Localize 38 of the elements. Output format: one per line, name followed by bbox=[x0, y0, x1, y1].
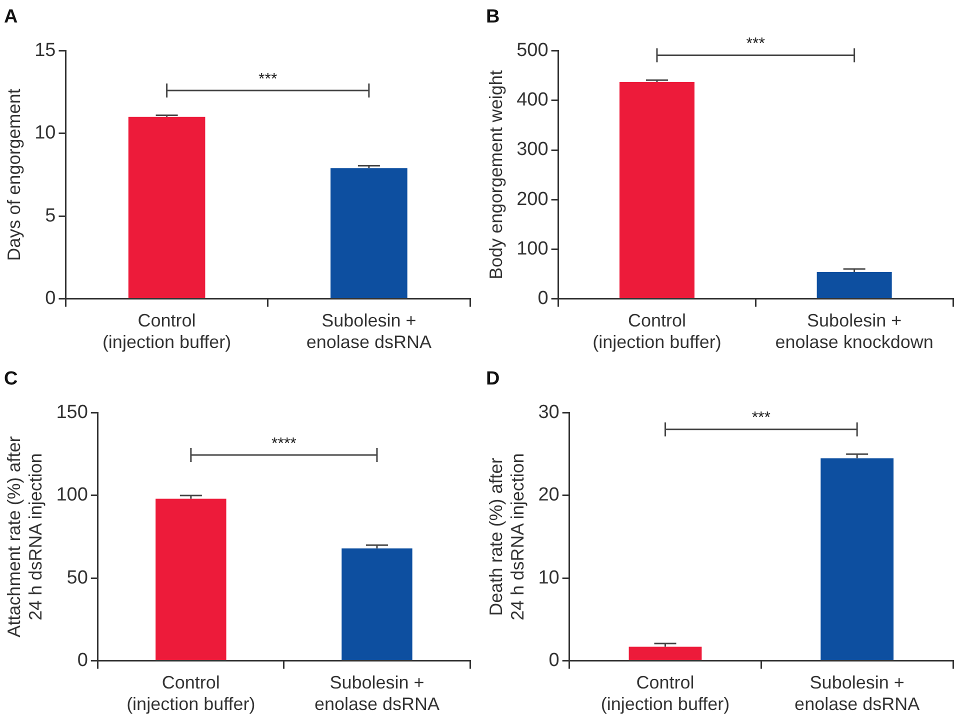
y-axis-title: Days of engorgement bbox=[4, 88, 24, 261]
y-tick-label: 10 bbox=[34, 122, 56, 144]
x-tick-label: Subolesin + enolase knockdown bbox=[775, 310, 934, 352]
y-tick-label: 200 bbox=[516, 188, 548, 210]
x-tick-label: Subolesin + enolase dsRNA bbox=[794, 672, 920, 714]
y-axis-title: Body engorgement weight bbox=[486, 70, 506, 280]
y-tick-label: 0 bbox=[538, 288, 548, 310]
y-tick-label: 100 bbox=[516, 238, 548, 260]
y-axis-title: Attachment rate (%) after 24 h dsRNA injection bbox=[4, 436, 46, 638]
x-tick-label: Subolesin + enolase dsRNA bbox=[306, 310, 432, 352]
y-tick-label: 300 bbox=[516, 139, 548, 160]
x-tick-label: Control (injection buffer) bbox=[102, 310, 232, 352]
annotation: *** bbox=[752, 410, 771, 427]
x-tick-label: Control (injection buffer) bbox=[600, 672, 730, 714]
y-tick-label: 10 bbox=[538, 567, 560, 588]
y-tick-label: 400 bbox=[516, 90, 548, 111]
y-axis-title: Death rate (%) after 24 h dsRNA injection bbox=[486, 453, 528, 620]
y-tick-label: 500 bbox=[516, 40, 548, 62]
x-tick-label: Control (injection buffer) bbox=[126, 672, 256, 714]
chart-title: A bbox=[4, 6, 18, 28]
y-tick-label: 30 bbox=[538, 402, 560, 424]
chart-title: C bbox=[4, 368, 18, 390]
x-tick-label: Control (injection buffer) bbox=[592, 310, 722, 352]
y-tick-label: 100 bbox=[56, 484, 88, 506]
y-tick-label: 0 bbox=[77, 650, 88, 672]
annotation: *** bbox=[258, 70, 278, 88]
annotation: **** bbox=[271, 435, 296, 452]
x-tick-label: Subolesin + enolase dsRNA bbox=[314, 672, 440, 714]
annotation: *** bbox=[746, 36, 765, 53]
y-tick-label: 50 bbox=[66, 567, 88, 588]
y-tick-label: 150 bbox=[56, 402, 88, 424]
y-tick-label: 5 bbox=[45, 205, 56, 226]
chart-title: D bbox=[486, 368, 500, 390]
y-tick-label: 0 bbox=[45, 288, 56, 310]
y-tick-label: 0 bbox=[548, 650, 560, 672]
chart-title: B bbox=[486, 6, 500, 28]
y-tick-label: 15 bbox=[34, 40, 56, 62]
y-tick-label: 20 bbox=[538, 484, 560, 506]
